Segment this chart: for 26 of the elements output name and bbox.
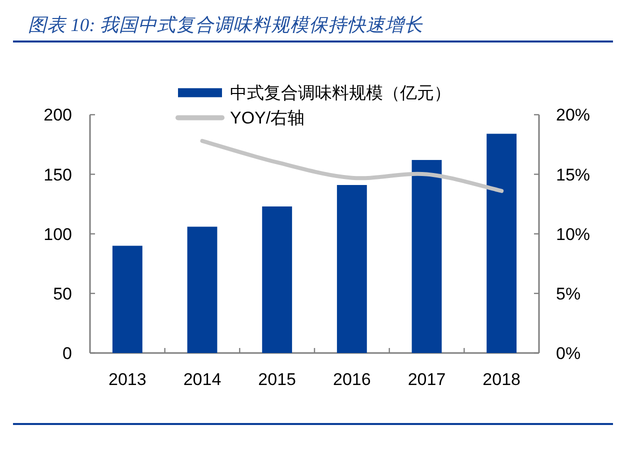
- bar: [486, 134, 517, 353]
- y-tick-label: 100: [44, 224, 72, 244]
- bar: [262, 206, 292, 353]
- bar: [187, 226, 218, 353]
- y-tick-label: 0: [62, 344, 72, 363]
- x-tick-label: 2018: [482, 370, 520, 389]
- x-tick-label: 2015: [258, 370, 296, 389]
- legend-label: YOY/右轴: [230, 108, 305, 128]
- y2-tick-label: 15%: [556, 165, 590, 184]
- legend-label: 中式复合调味料规模（亿元）: [230, 84, 451, 103]
- bar: [336, 185, 367, 353]
- line-series: [200, 138, 504, 193]
- y-tick-label: 50: [53, 284, 72, 304]
- x-tick-label: 2016: [333, 370, 371, 389]
- x-tick-label: 2013: [108, 370, 146, 389]
- bar: [112, 246, 142, 353]
- chart-title: 图表 10: 我国中式复合调味料规模保持快速增长: [28, 15, 423, 36]
- y2-tick-label: 5%: [556, 284, 581, 304]
- bar: [412, 160, 442, 353]
- y-tick-label: 200: [44, 106, 72, 125]
- y2-tick-label: 10%: [556, 224, 590, 244]
- x-tick-label: 2017: [408, 370, 446, 389]
- y2-tick-label: 0%: [556, 344, 581, 363]
- y2-tick-label: 20%: [556, 106, 590, 125]
- x-tick-label: 2014: [183, 370, 222, 389]
- y-tick-label: 150: [44, 165, 72, 184]
